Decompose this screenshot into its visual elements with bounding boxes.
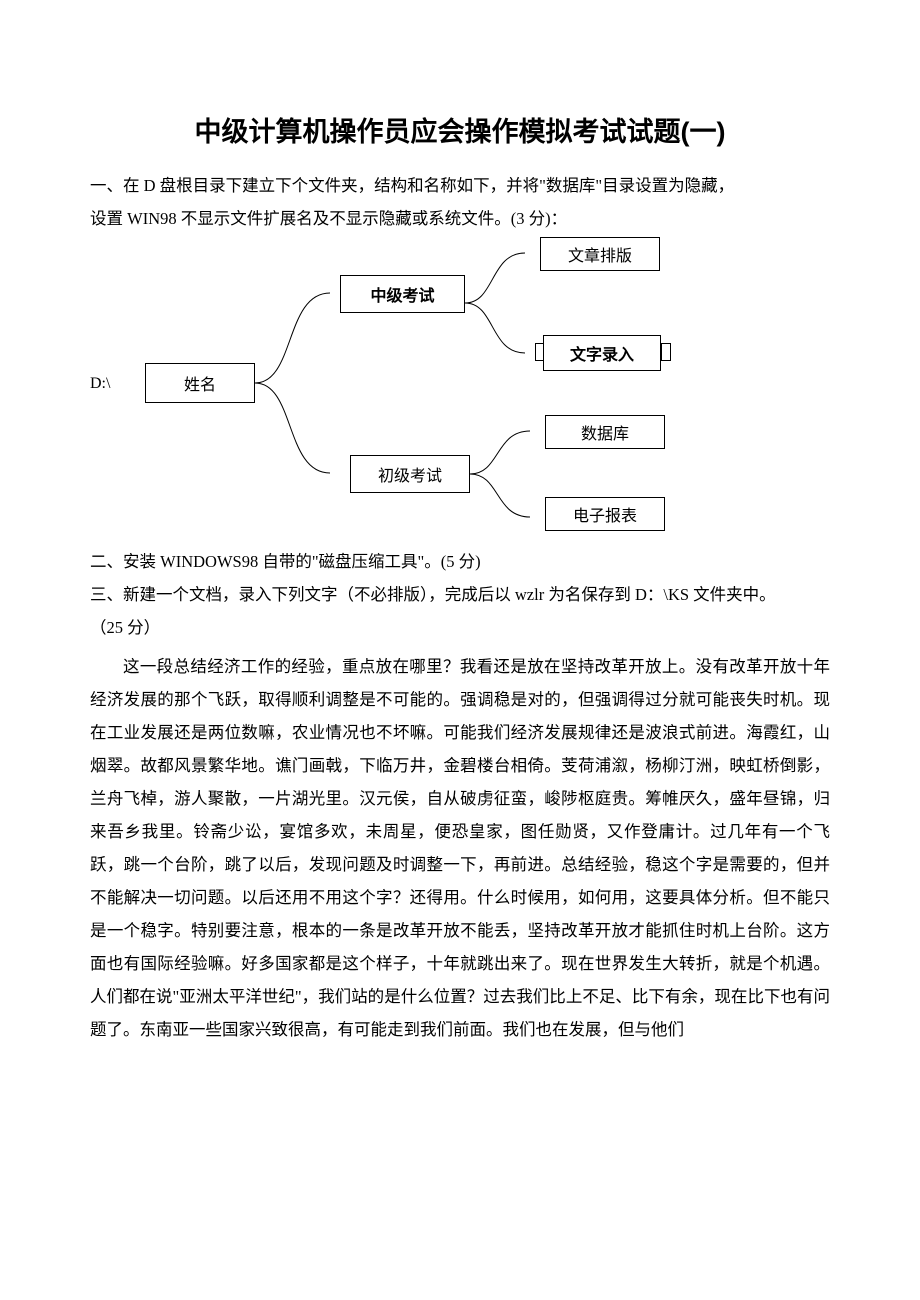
question-1-line2: 设置 WIN98 不显示文件扩展名及不显示隐藏或系统文件。(3 分)：: [90, 202, 830, 235]
mid-exam-box: 中级考试: [340, 275, 465, 313]
question-2: 二、安装 WINDOWS98 自带的"磁盘压缩工具"。(5 分): [90, 545, 830, 578]
page-title: 中级计算机操作员应会操作模拟考试试题(一): [90, 110, 830, 149]
brace-1: [255, 293, 385, 473]
database-box: 数据库: [545, 415, 665, 449]
spreadsheet-box: 电子报表: [545, 497, 665, 531]
text-input-box: 文字录入: [543, 335, 661, 371]
entry-exam-box: 初级考试: [350, 455, 470, 493]
connector-right: [661, 343, 671, 361]
question-3-line1: 三、新建一个文档，录入下列文字（不必排版），完成后以 wzlr 为名保存到 D：…: [90, 578, 830, 611]
question-1-line1: 一、在 D 盘根目录下建立下个文件夹，结构和名称如下，并将"数据库"目录设置为隐…: [90, 169, 830, 202]
article-box: 文章排版: [540, 237, 660, 271]
name-box: 姓名: [145, 363, 255, 403]
question-3-line2: （25 分）: [90, 611, 830, 644]
body-paragraph: 这一段总结经济工作的经验，重点放在哪里？我看还是放在坚持改革开放上。没有改革开放…: [90, 650, 830, 1046]
document-page: 中级计算机操作员应会操作模拟考试试题(一) 一、在 D 盘根目录下建立下个文件夹…: [0, 0, 920, 1106]
folder-tree-diagram: D:\ 姓名 中级考试 初级考试 文章排版 文字录入 数据库 电子报表: [90, 245, 830, 535]
root-label: D:\: [90, 375, 110, 393]
